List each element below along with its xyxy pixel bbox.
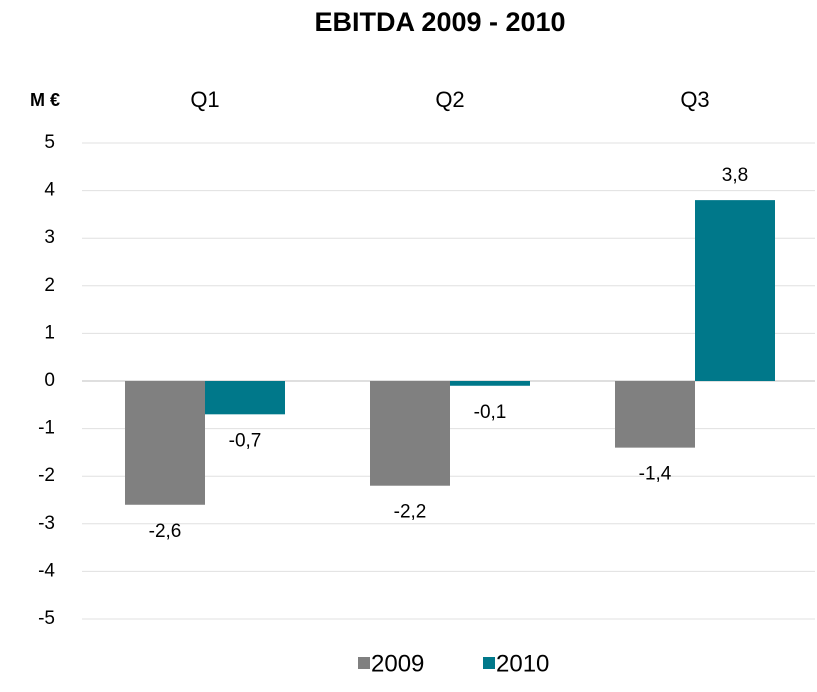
- y-tick-label: -1: [38, 418, 55, 439]
- legend-label: 2009: [371, 650, 424, 677]
- bar: [205, 381, 285, 415]
- bar: [370, 381, 450, 486]
- y-tick-label: 0: [44, 370, 55, 391]
- category-label: Q1: [190, 87, 219, 112]
- data-label: -1,4: [639, 464, 672, 485]
- y-axis-label: M €: [30, 90, 60, 110]
- category-label: Q2: [435, 87, 464, 112]
- y-tick-label: 2: [44, 275, 55, 296]
- bar: [615, 381, 695, 448]
- bar: [695, 200, 775, 381]
- y-tick-label: -3: [38, 513, 55, 534]
- y-tick-label: 3: [44, 227, 55, 248]
- y-tick-label: -4: [38, 560, 55, 581]
- y-tick-label: -5: [38, 608, 55, 629]
- y-tick-label: 1: [44, 322, 55, 343]
- y-tick-label: -2: [38, 465, 55, 486]
- data-label: 3,8: [722, 165, 748, 186]
- data-label: -2,2: [394, 502, 427, 523]
- data-label: -0,1: [474, 402, 507, 423]
- data-label: -2,6: [149, 521, 182, 542]
- legend-label: 2010: [496, 650, 549, 677]
- legend-swatch: [483, 657, 495, 669]
- bar: [125, 381, 205, 505]
- category-label: Q3: [680, 87, 709, 112]
- legend-swatch: [358, 657, 370, 669]
- bar: [450, 381, 530, 386]
- data-label: -0,7: [229, 430, 262, 451]
- y-tick-label: 4: [44, 180, 55, 201]
- y-tick-label: 5: [44, 132, 55, 153]
- chart-title: EBITDA 2009 - 2010: [314, 7, 565, 37]
